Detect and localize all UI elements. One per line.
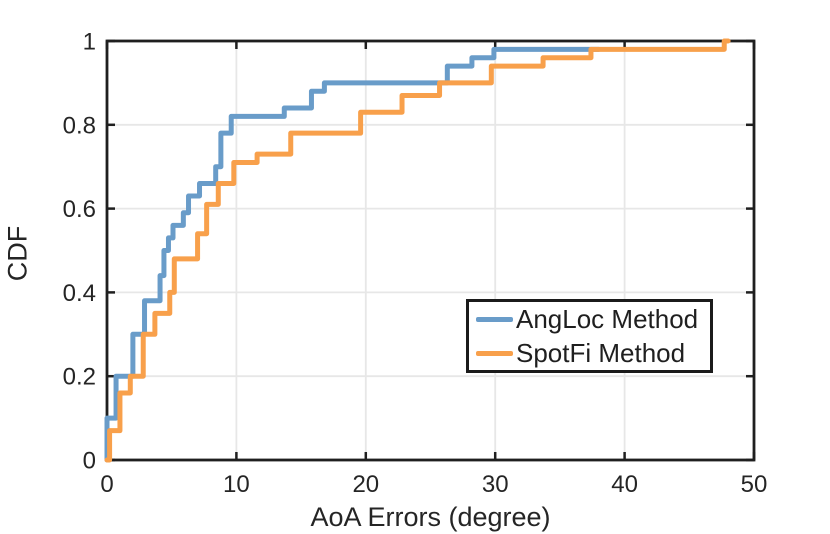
x-tick-label: 0 <box>100 471 113 498</box>
y-tick-label: 0.8 <box>63 112 96 139</box>
cdf-curve-spotfi <box>104 38 731 463</box>
y-tick-label: 0 <box>83 448 96 475</box>
y-tick-label: 1 <box>83 29 96 56</box>
x-tick-label: 40 <box>611 471 638 498</box>
y-tick-label: 0.6 <box>63 196 96 223</box>
x-tick-label: 10 <box>223 471 250 498</box>
angloc-line-swatch <box>476 316 513 322</box>
legend-item-angloc: AngLoc Method <box>476 302 710 336</box>
x-tick-label: 20 <box>352 471 379 498</box>
y-axis-label: CDF <box>2 225 33 282</box>
y-tick-label: 0.2 <box>63 364 96 391</box>
x-tick-label: 30 <box>482 471 509 498</box>
legend-label-spotfi: SpotFi Method <box>516 338 686 368</box>
legend-item-spotfi: SpotFi Method <box>476 336 710 370</box>
y-tick-label: 0.4 <box>63 280 96 307</box>
plot-frame <box>105 39 756 462</box>
legend-box: AngLoc Method SpotFi Method <box>466 299 713 373</box>
cdf-curve-angloc <box>104 46 602 463</box>
x-tick-label: 50 <box>741 471 768 498</box>
spotfi-line-swatch <box>476 350 513 356</box>
legend-label-angloc: AngLoc Method <box>516 304 699 334</box>
x-axis-label: AoA Errors (degree) <box>310 502 551 532</box>
